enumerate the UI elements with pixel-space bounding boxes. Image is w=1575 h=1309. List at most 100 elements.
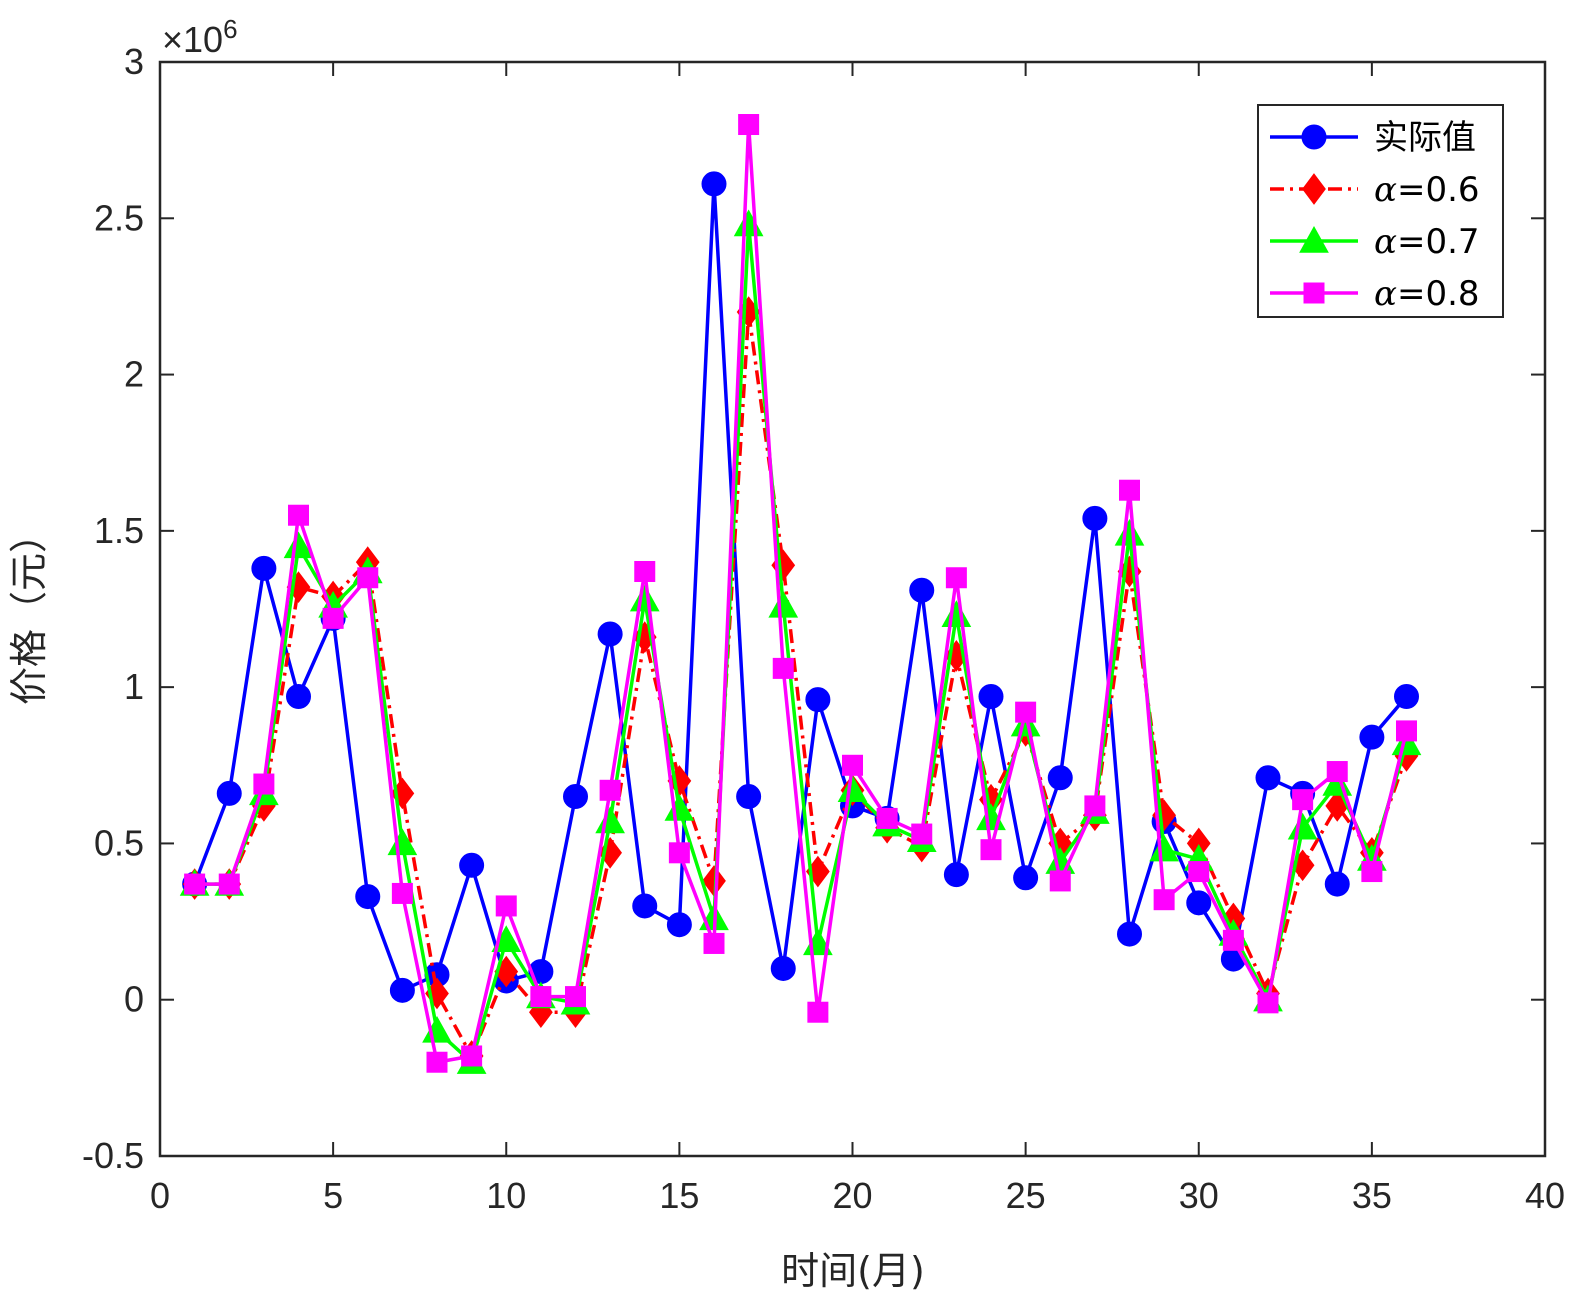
data-point bbox=[389, 977, 415, 1003]
legend-alpha-symbol: α bbox=[1374, 274, 1397, 314]
data-point bbox=[286, 684, 311, 710]
data-point bbox=[668, 842, 690, 864]
series-line bbox=[194, 122, 1409, 1064]
data-point bbox=[1361, 861, 1383, 883]
y-exponent-base: ×10 bbox=[162, 19, 223, 60]
data-point bbox=[495, 895, 517, 917]
data-point bbox=[216, 780, 242, 806]
data-point bbox=[288, 504, 309, 526]
x-tick-label: 10 bbox=[486, 1175, 526, 1216]
data-point bbox=[184, 873, 206, 895]
data-point bbox=[1186, 890, 1212, 916]
data-point bbox=[253, 773, 275, 795]
data-point bbox=[597, 621, 623, 647]
data-point bbox=[772, 657, 794, 679]
data-point bbox=[461, 1045, 483, 1067]
series-line bbox=[194, 310, 1409, 1058]
data-point bbox=[703, 932, 725, 954]
data-point bbox=[1082, 505, 1108, 531]
data-point bbox=[876, 807, 898, 829]
y-tick-label: 2 bbox=[124, 354, 144, 395]
legend-item: α=0.6 bbox=[1270, 170, 1480, 210]
data-point bbox=[1047, 765, 1073, 791]
data-point bbox=[666, 912, 692, 938]
series-4 bbox=[184, 114, 1417, 1073]
x-tick-label: 40 bbox=[1525, 1175, 1565, 1216]
data-point bbox=[1010, 709, 1041, 737]
data-point bbox=[1324, 871, 1350, 897]
y-exponent-power: 6 bbox=[223, 14, 237, 44]
data-point bbox=[629, 584, 660, 612]
data-point bbox=[355, 884, 381, 910]
data-point bbox=[283, 531, 314, 559]
legend-box bbox=[1257, 104, 1504, 318]
legend-name: =0.6 bbox=[1397, 170, 1480, 210]
y-exponent-label: ×106 bbox=[162, 14, 238, 60]
data-point bbox=[251, 555, 277, 581]
legend-label: α=0.7 bbox=[1374, 222, 1480, 262]
legend-label: 实际值 bbox=[1374, 118, 1476, 158]
data-point bbox=[842, 754, 863, 776]
x-tick-label: 20 bbox=[832, 1175, 872, 1216]
data-point bbox=[599, 779, 621, 801]
x-tick-label: 5 bbox=[323, 1175, 343, 1216]
data-point bbox=[1396, 720, 1417, 742]
legend-name: 实际值 bbox=[1374, 118, 1476, 158]
data-point bbox=[565, 986, 586, 1008]
legend-marker bbox=[1303, 282, 1325, 304]
data-point bbox=[634, 560, 656, 582]
data-point bbox=[218, 873, 240, 895]
data-point bbox=[1015, 701, 1037, 723]
data-point bbox=[1222, 929, 1244, 951]
data-point bbox=[736, 784, 762, 810]
data-point bbox=[945, 567, 967, 589]
legend-marker bbox=[1302, 173, 1326, 205]
y-tick-label: 1.5 bbox=[94, 510, 144, 551]
data-point bbox=[1326, 761, 1348, 783]
data-point bbox=[978, 684, 1004, 710]
y-tick-label: 0.5 bbox=[94, 822, 144, 863]
data-point bbox=[1255, 765, 1281, 791]
series-layer bbox=[179, 114, 1422, 1074]
data-point bbox=[632, 893, 658, 919]
legend-name: =0.8 bbox=[1397, 274, 1480, 314]
data-point bbox=[837, 775, 868, 802]
data-point bbox=[1117, 921, 1142, 947]
x-tick-label: 35 bbox=[1352, 1175, 1392, 1216]
data-point bbox=[909, 577, 935, 603]
data-point bbox=[530, 986, 552, 1008]
y-axis-label: 价格（元） bbox=[7, 515, 51, 705]
data-point bbox=[701, 171, 727, 197]
x-axis-label: 时间(月) bbox=[781, 1249, 925, 1293]
legend-item: α=0.7 bbox=[1270, 222, 1480, 262]
data-point bbox=[1119, 479, 1140, 501]
data-point bbox=[805, 687, 831, 713]
data-point bbox=[768, 590, 799, 618]
data-point bbox=[1084, 795, 1106, 817]
axes: 0 5 10 15 20 25 30 35 40-0.500.511.522.53 bbox=[82, 41, 1565, 1216]
data-point bbox=[563, 784, 588, 810]
x-tick-label: 25 bbox=[1006, 1175, 1046, 1216]
data-point bbox=[391, 882, 413, 904]
legend-label: α=0.6 bbox=[1374, 170, 1480, 210]
data-point bbox=[426, 1051, 448, 1073]
data-point bbox=[322, 607, 344, 629]
data-point bbox=[1292, 789, 1314, 811]
legend-marker bbox=[1301, 124, 1327, 150]
data-point bbox=[738, 114, 760, 136]
data-point bbox=[1188, 861, 1210, 883]
data-point bbox=[770, 955, 796, 981]
legend-item: α=0.8 bbox=[1270, 274, 1480, 314]
data-point bbox=[1049, 870, 1071, 892]
legend-alpha-symbol: α bbox=[1374, 170, 1397, 210]
data-point bbox=[1257, 992, 1279, 1014]
data-point bbox=[1394, 684, 1419, 710]
data-point bbox=[943, 862, 969, 888]
data-point bbox=[1013, 865, 1039, 891]
data-point bbox=[1359, 724, 1385, 750]
data-point bbox=[1153, 889, 1175, 911]
y-tick-label: 1 bbox=[124, 666, 144, 707]
y-tick-label: 3 bbox=[124, 41, 144, 82]
